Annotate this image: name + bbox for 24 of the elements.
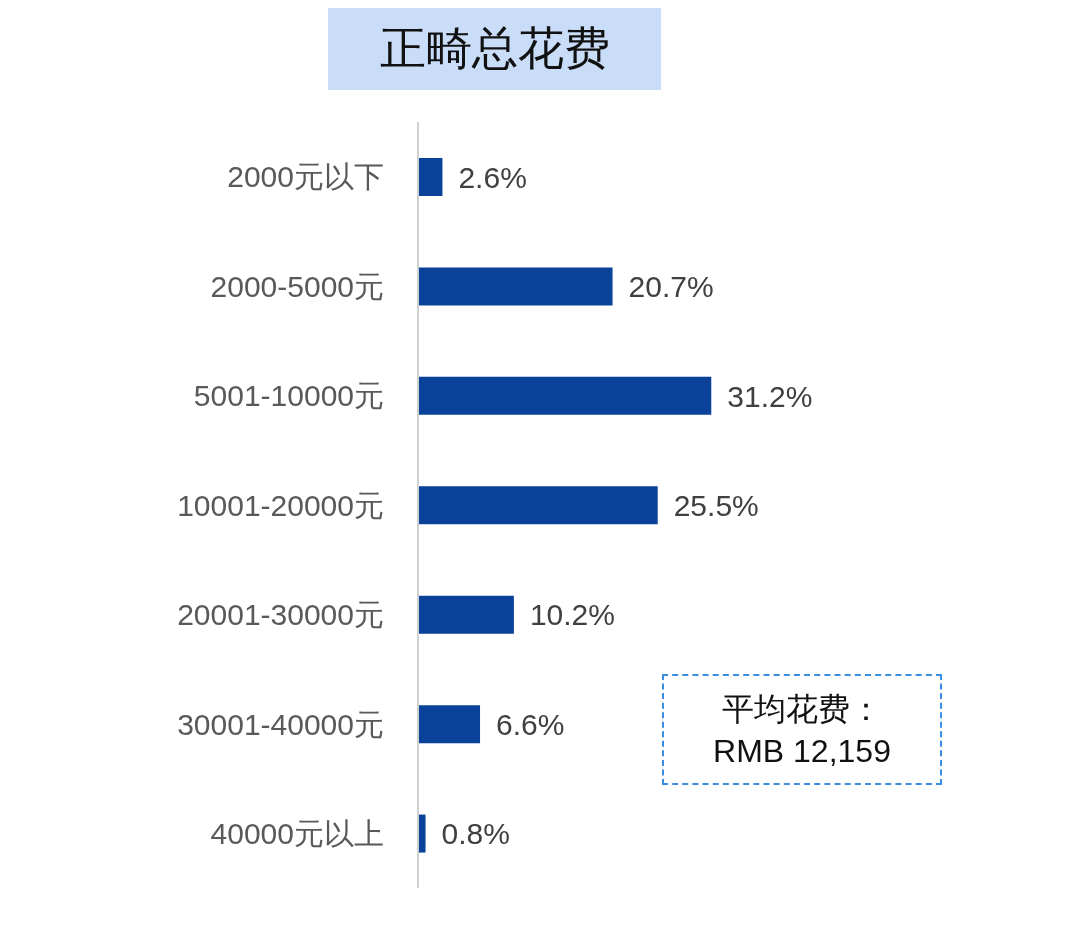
chart-title: 正畸总花费 xyxy=(328,8,661,90)
bar xyxy=(418,705,481,744)
y-tick-label: 2000元以下 xyxy=(227,160,384,194)
data-label: 2.6% xyxy=(458,160,527,194)
data-label: 6.6% xyxy=(496,707,565,741)
bar xyxy=(418,814,426,853)
data-label: 25.5% xyxy=(673,488,759,522)
bar xyxy=(418,486,658,525)
bar xyxy=(418,376,712,415)
y-tick-label: 20001-30000元 xyxy=(177,598,384,632)
data-label: 10.2% xyxy=(529,598,615,632)
y-tick-label: 5001-10000元 xyxy=(193,379,384,413)
bar xyxy=(418,267,613,306)
bar xyxy=(418,595,514,634)
data-label: 20.7% xyxy=(628,270,714,304)
y-tick-label: 2000-5000元 xyxy=(210,269,384,303)
bar xyxy=(418,158,443,196)
y-tick-label: 30001-40000元 xyxy=(177,707,384,741)
data-label: 31.2% xyxy=(727,379,813,413)
y-tick-label: 10001-20000元 xyxy=(177,488,384,522)
y-tick-label: 40000元以上 xyxy=(210,816,384,850)
data-label: 0.8% xyxy=(441,817,510,851)
text: 平均花费： xyxy=(722,689,882,729)
text: RMB 12,159 xyxy=(713,731,891,771)
